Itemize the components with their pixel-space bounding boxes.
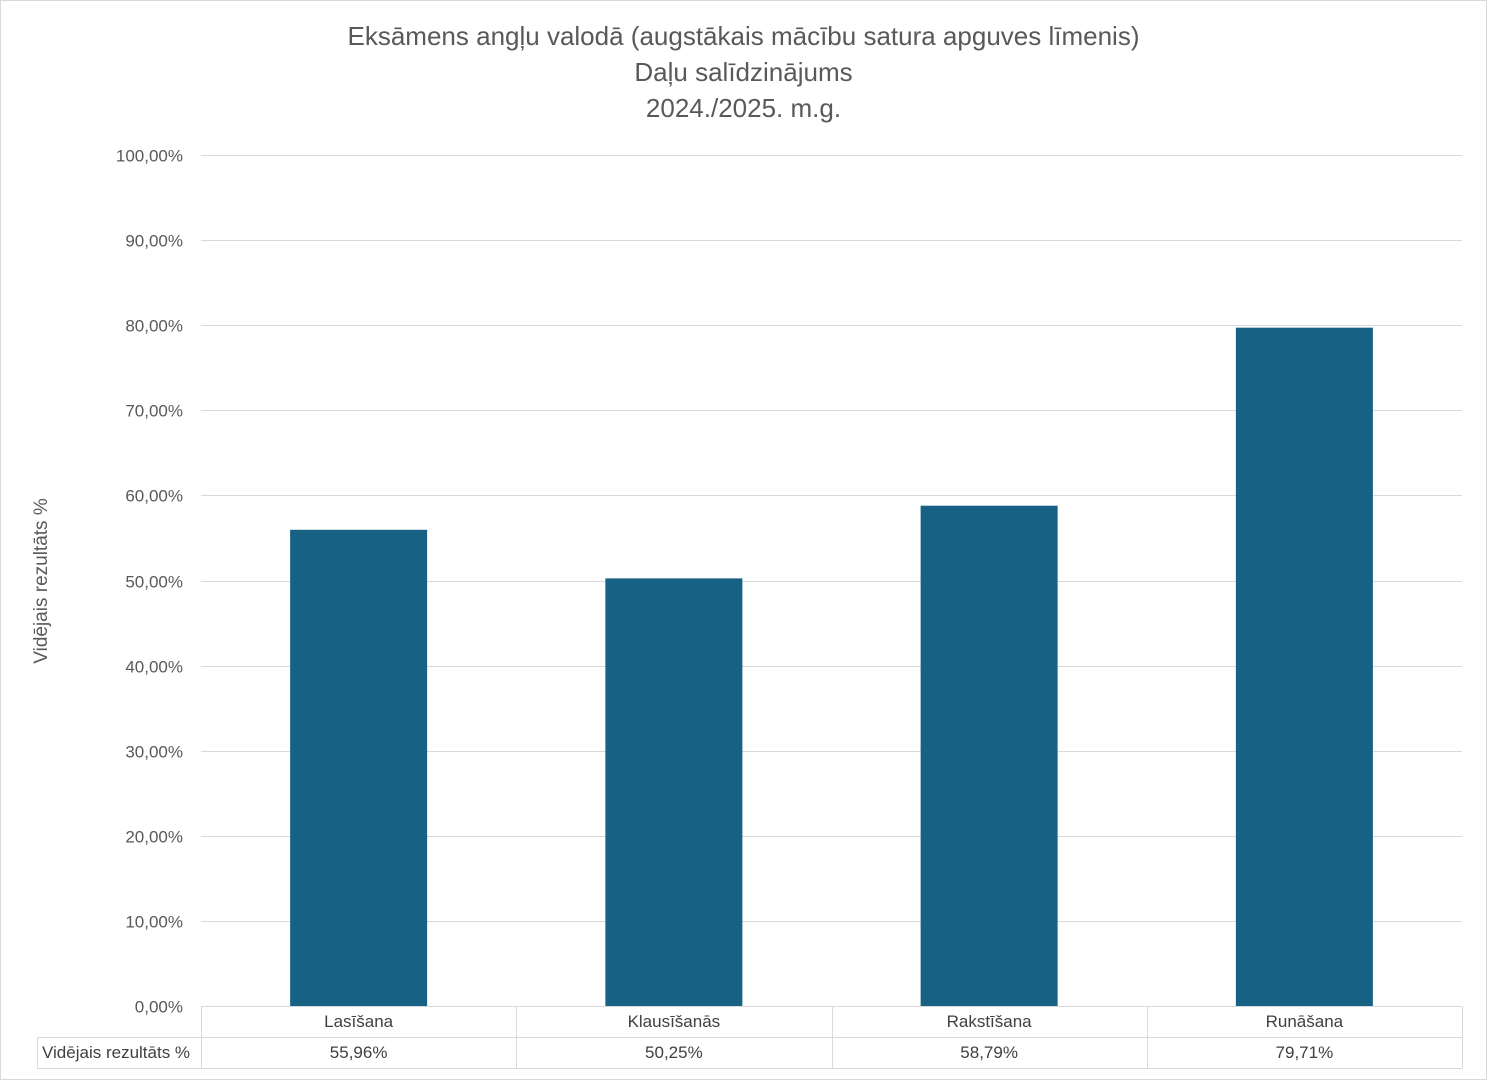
x-tick-label: Rakstīšana — [947, 1012, 1033, 1031]
y-tick-label: 70,00% — [125, 402, 183, 421]
data-label: 55,96% — [330, 1043, 388, 1062]
chart-title: Eksāmens angļu valodā (augstākais mācību… — [0, 18, 1487, 126]
y-tick-label: 20,00% — [125, 828, 183, 847]
chart-title-line-2: Daļu salīdzinājums — [634, 57, 853, 87]
y-tick-label: 10,00% — [125, 913, 183, 932]
y-tick-label: 50,00% — [125, 573, 183, 592]
bar-1 — [605, 578, 743, 1006]
chart-title-line-1: Eksāmens angļu valodā (augstākais mācību… — [347, 21, 1140, 51]
data-table: Lasīšana 55,96% Klausīšanās 50,25% Rakstīšan… — [37, 1006, 1463, 1069]
bar-0 — [290, 529, 428, 1006]
bar-2 — [920, 505, 1058, 1006]
y-tick-label: 0,00% — [135, 998, 183, 1017]
y-tick-label: 100,00% — [116, 147, 183, 166]
y-tick-label: 90,00% — [125, 232, 183, 251]
data-label: 50,25% — [645, 1043, 703, 1062]
y-tick-label: 60,00% — [125, 487, 183, 506]
y-tick-label: 40,00% — [125, 658, 183, 677]
bar-3 — [1235, 327, 1373, 1006]
x-tick-label: Lasīšana — [324, 1012, 394, 1031]
bars — [290, 327, 1373, 1006]
x-tick-label: Runāšana — [1266, 1012, 1344, 1031]
table-series-name: Vidējais rezultāts % — [42, 1043, 190, 1062]
y-tick-labels: 0,00% 10,00% 20,00% 30,00% 40,00% 50,00% 60,00… — [116, 147, 183, 1017]
y-tick-label: 80,00% — [125, 317, 183, 336]
x-tick-label: Klausīšanās — [628, 1012, 721, 1031]
chart-title-line-3: 2024./2025. m.g. — [645, 93, 842, 123]
data-label: 79,71% — [1276, 1043, 1334, 1062]
data-label: 58,79% — [960, 1043, 1018, 1062]
y-tick-label: 30,00% — [125, 743, 183, 762]
